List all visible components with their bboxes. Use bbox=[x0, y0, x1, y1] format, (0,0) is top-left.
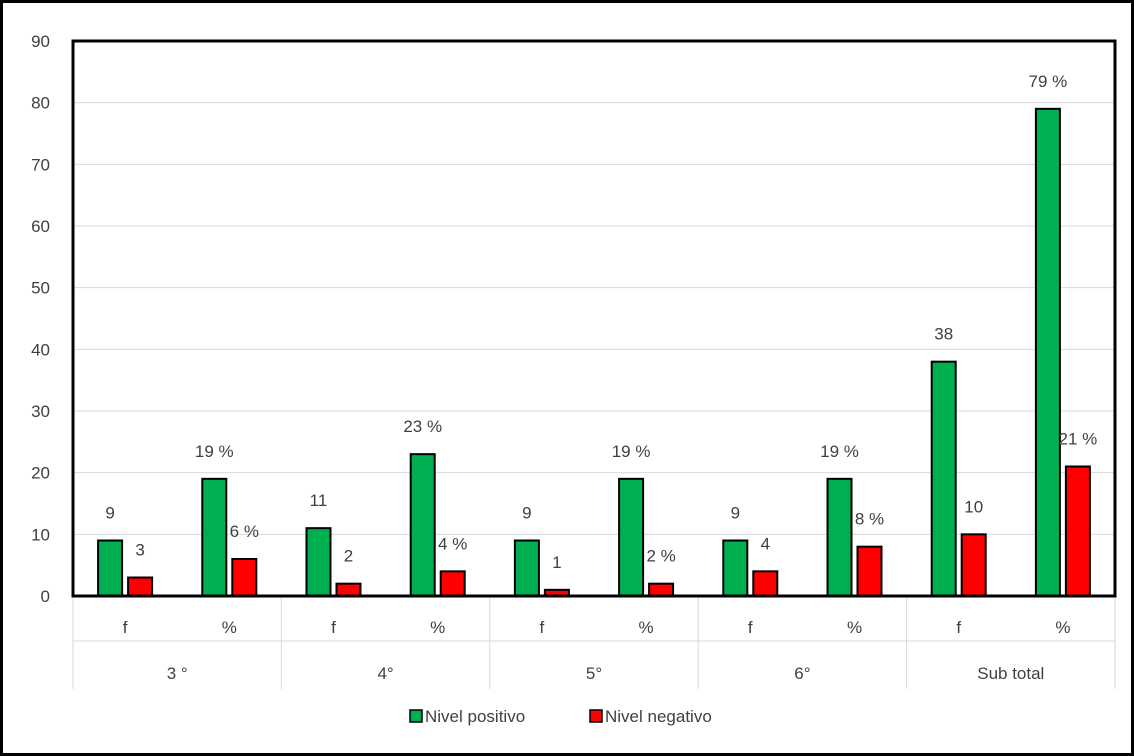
y-tick-label: 60 bbox=[31, 217, 50, 236]
bar-negative bbox=[335, 582, 362, 598]
bar-negative bbox=[752, 570, 779, 597]
legend-swatch-positive bbox=[409, 709, 423, 723]
data-label: 9 bbox=[522, 504, 531, 523]
x-tick-label: % bbox=[430, 618, 445, 637]
data-label: 8 % bbox=[855, 510, 884, 529]
bar-positive bbox=[97, 539, 124, 597]
bar-positive bbox=[1034, 107, 1061, 597]
bar-positive bbox=[305, 527, 332, 598]
x-tick-label: f bbox=[956, 618, 961, 637]
bar-positive bbox=[618, 477, 645, 598]
group-label: 5° bbox=[586, 664, 602, 683]
data-labels: 9 19 % 11 23 % 9 19 % 9 19 % 38 79 % 3 6 % 2 4 % 1 2 % 4… bbox=[105, 72, 1097, 572]
bar-negative bbox=[648, 582, 675, 598]
bar-negative bbox=[231, 558, 258, 597]
y-tick-label: 40 bbox=[31, 340, 50, 359]
legend-label: Nivel positivo bbox=[425, 707, 525, 726]
data-label: 19 % bbox=[612, 442, 651, 461]
x-tick-label: % bbox=[222, 618, 237, 637]
y-tick-label: 50 bbox=[31, 279, 50, 298]
data-label: 9 bbox=[105, 504, 114, 523]
x-tick-label: f bbox=[123, 618, 128, 637]
bar-negative bbox=[1064, 465, 1091, 597]
y-axis: 0 10 20 30 40 50 60 70 80 90 bbox=[31, 32, 50, 606]
y-tick-label: 30 bbox=[31, 402, 50, 421]
y-tick-label: 70 bbox=[31, 155, 50, 174]
data-label: 79 % bbox=[1029, 72, 1068, 91]
bar-positive bbox=[513, 539, 540, 597]
legend-swatch-negative bbox=[589, 709, 603, 723]
x-tick-label: % bbox=[639, 618, 654, 637]
y-tick-label: 90 bbox=[31, 32, 50, 51]
group-label: 3 ° bbox=[167, 664, 188, 683]
bar-positive bbox=[722, 539, 749, 597]
bar-negative bbox=[856, 545, 883, 598]
data-label: 38 bbox=[934, 325, 953, 344]
x-tick-label: % bbox=[847, 618, 862, 637]
x-tick-label: % bbox=[1055, 618, 1070, 637]
data-label: 4 bbox=[761, 534, 770, 553]
data-label: 19 % bbox=[820, 442, 859, 461]
data-label: 19 % bbox=[195, 442, 234, 461]
data-label: 21 % bbox=[1059, 430, 1098, 449]
x-tick-label: f bbox=[748, 618, 753, 637]
data-label: 2 % bbox=[646, 547, 675, 566]
bar-positive bbox=[409, 453, 436, 597]
group-label: 4° bbox=[377, 664, 393, 683]
y-tick-label: 10 bbox=[31, 525, 50, 544]
group-label: Sub total bbox=[977, 664, 1044, 683]
y-tick-label: 0 bbox=[41, 587, 50, 606]
bar-negative bbox=[127, 576, 154, 597]
data-label: 1 bbox=[552, 553, 561, 572]
x-tick-label: f bbox=[331, 618, 336, 637]
group-label: 6° bbox=[794, 664, 810, 683]
data-label: 4 % bbox=[438, 534, 467, 553]
x-tick-label: f bbox=[540, 618, 545, 637]
bar-negative bbox=[439, 570, 466, 597]
y-tick-label: 80 bbox=[31, 94, 50, 113]
data-label: 3 bbox=[135, 541, 144, 560]
data-label: 6 % bbox=[230, 522, 259, 541]
data-label: 10 bbox=[964, 497, 983, 516]
bars bbox=[97, 107, 1091, 598]
plot-border bbox=[71, 39, 1117, 598]
bar-negative bbox=[960, 533, 987, 597]
data-label: 9 bbox=[731, 504, 740, 523]
data-label: 23 % bbox=[403, 417, 442, 436]
data-label: 11 bbox=[310, 491, 328, 510]
bar-positive bbox=[201, 477, 228, 598]
legend-label: Nivel negativo bbox=[605, 707, 712, 726]
data-label: 2 bbox=[344, 547, 353, 566]
bar-positive bbox=[930, 360, 957, 597]
bar-positive bbox=[826, 477, 853, 598]
legend: Nivel positivo Nivel negativo bbox=[409, 707, 712, 726]
y-tick-label: 20 bbox=[31, 464, 50, 483]
